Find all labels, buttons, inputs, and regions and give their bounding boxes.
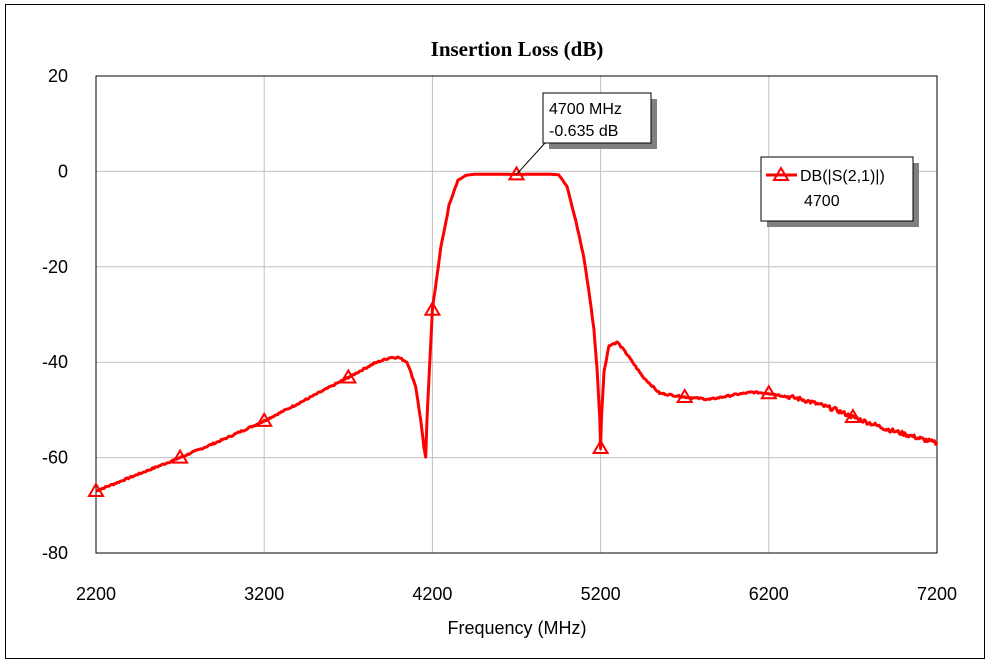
y-tick-label: -60 — [42, 448, 68, 468]
x-axis-label: Frequency (MHz) — [447, 618, 586, 638]
x-tick-label: 3200 — [244, 584, 284, 604]
marker-annotation-value: -0.635 dB — [549, 123, 618, 140]
legend-box — [760, 156, 914, 222]
x-tick-label: 5200 — [581, 584, 621, 604]
y-tick-label: 0 — [58, 161, 68, 181]
series-marker-triangle — [255, 411, 273, 427]
x-tick-labels: 2200 3200 4200 5200 6200 7200 — [76, 584, 957, 604]
marker-annotation-freq: 4700 MHz — [549, 101, 622, 118]
series-marker-triangle — [844, 408, 862, 424]
chart-frame — [5, 4, 985, 659]
y-tick-label: -80 — [42, 543, 68, 563]
x-tick-label: 6200 — [749, 584, 789, 604]
grid-lines — [95, 75, 938, 554]
y-tick-label: -40 — [42, 352, 68, 372]
x-tick-label: 4200 — [412, 584, 452, 604]
series-marker-triangle — [423, 300, 442, 316]
y-tick-labels: 20 0 -20 -40 -60 -80 — [42, 66, 68, 563]
series-markers — [87, 165, 862, 497]
series-marker-triangle — [591, 439, 610, 455]
marker-annotation-box — [542, 92, 652, 144]
legend: DB(|S(2,1)|) 4700 — [760, 156, 919, 227]
marker-annotation: 4700 MHz -0.635 dB — [516, 92, 657, 175]
chart-title: Insertion Loss (dB) — [431, 37, 604, 61]
y-tick-label: -20 — [42, 257, 68, 277]
x-tick-label: 7200 — [917, 584, 957, 604]
series-line-s21 — [95, 172, 939, 493]
plot-area-border — [95, 75, 938, 554]
series-marker-triangle — [87, 482, 105, 497]
series-marker-triangle — [675, 388, 694, 404]
series-marker-triangle — [507, 165, 526, 181]
series-marker-triangle — [171, 448, 189, 464]
legend-series-label: DB(|S(2,1)|) — [800, 168, 885, 185]
x-tick-label: 2200 — [76, 584, 116, 604]
legend-marker-label: 4700 — [804, 193, 840, 210]
y-tick-label: 20 — [48, 66, 68, 86]
legend-triangle-marker — [772, 166, 790, 181]
marker-annotation-leader — [516, 142, 546, 175]
series-marker-triangle — [339, 368, 358, 384]
series-marker-triangle — [760, 384, 778, 400]
